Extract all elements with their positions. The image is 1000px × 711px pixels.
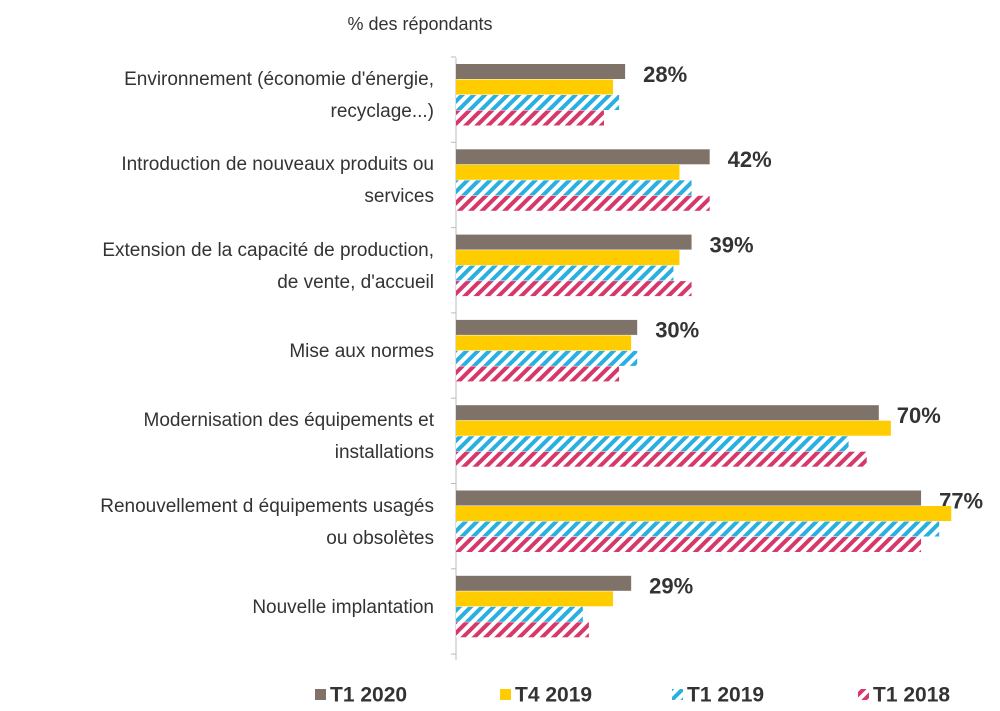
legend-label: T1 2020 — [330, 684, 407, 707]
bar — [456, 506, 952, 521]
bar — [456, 537, 922, 552]
bar — [456, 335, 632, 351]
category-label: Modernisation des équipements et install… — [143, 410, 434, 464]
category-label: Nouvelle implantation — [252, 596, 434, 618]
bar — [456, 95, 620, 110]
bar — [456, 265, 674, 281]
bar — [456, 622, 589, 638]
bar — [456, 350, 638, 366]
category-label: Extension de la capacité de production, … — [102, 239, 434, 293]
bar — [456, 436, 849, 452]
bar — [456, 575, 632, 591]
bar — [456, 591, 614, 607]
bar — [456, 521, 940, 537]
bar — [456, 164, 680, 180]
bar — [456, 250, 680, 266]
legend-marker — [500, 689, 511, 700]
bar — [456, 64, 626, 79]
bar — [456, 234, 692, 250]
data-label: 42% — [728, 147, 772, 172]
bar — [456, 490, 922, 506]
category-label: Renouvellement d équipements usagés ou o… — [100, 495, 434, 549]
data-label: 28% — [643, 62, 687, 87]
bar — [456, 319, 638, 335]
category-label: Environnement (économie d'énergie, recyc… — [124, 69, 434, 122]
legend-label: T4 2019 — [515, 684, 592, 707]
data-label: 30% — [655, 318, 699, 343]
legend-marker — [858, 689, 869, 700]
bar — [456, 79, 614, 95]
category-label: Introduction de nouveaux produits ou ser… — [121, 154, 434, 208]
category-label: Mise aux normes — [289, 340, 434, 362]
bar — [456, 366, 620, 382]
legend-label: T1 2019 — [687, 684, 764, 707]
data-label: 39% — [710, 232, 754, 257]
bar — [456, 451, 867, 467]
bar — [456, 110, 604, 126]
bar — [456, 149, 710, 165]
legend-marker — [672, 689, 683, 700]
bar — [456, 420, 891, 436]
legend-marker — [315, 689, 326, 700]
data-label: 70% — [897, 403, 941, 428]
bar — [456, 180, 692, 196]
bar — [456, 606, 583, 622]
subtitle: % des répondants — [347, 14, 492, 34]
legend-label: T1 2018 — [873, 684, 950, 707]
data-label: 29% — [649, 574, 693, 599]
bar — [456, 195, 710, 211]
bar — [456, 281, 692, 297]
bar — [456, 405, 879, 421]
